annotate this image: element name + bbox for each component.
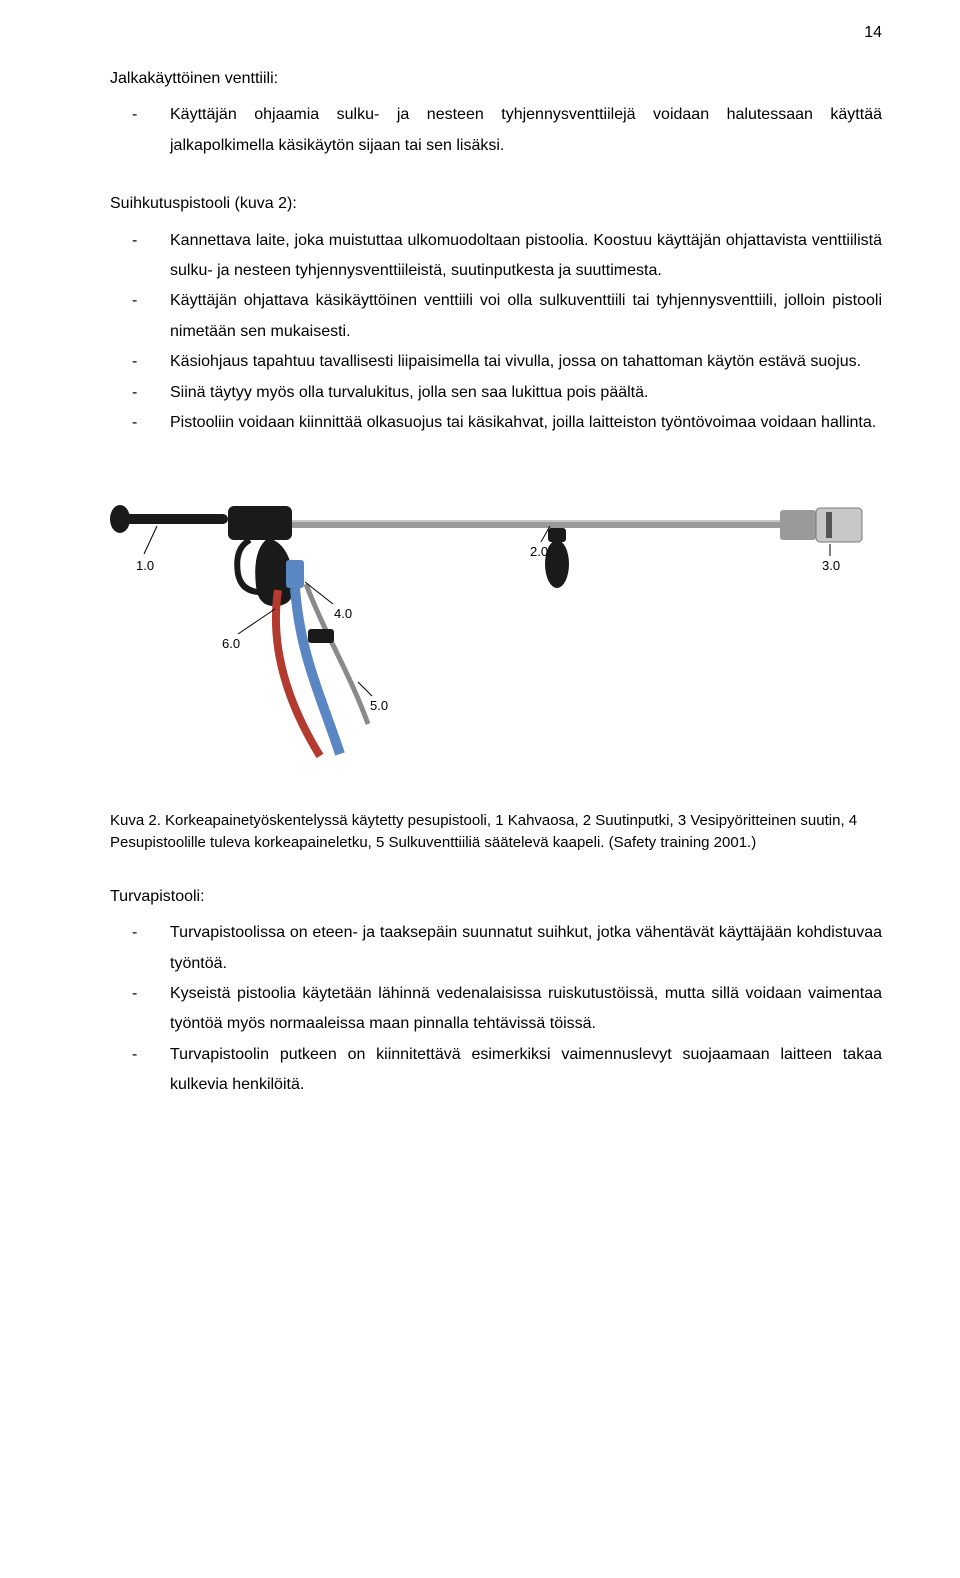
section3-title: Turvapistooli: — [110, 882, 882, 912]
dash-icon: - — [110, 226, 170, 287]
list-item-text: Turvapistoolin putkeen on kiinnitettävä … — [170, 1040, 882, 1101]
list-item: - Turvapistoolin putkeen on kiinnitettäv… — [110, 1040, 882, 1101]
list-item-text: Käyttäjän ohjattava käsikäyttöinen ventt… — [170, 286, 882, 347]
section2-list: - Kannettava laite, joka muistuttaa ulko… — [110, 226, 882, 439]
dash-icon: - — [110, 100, 170, 161]
dash-icon: - — [110, 286, 170, 347]
section3-list: - Turvapistoolissa on eteen- ja taaksepä… — [110, 918, 882, 1100]
list-item: - Turvapistoolissa on eteen- ja taaksepä… — [110, 918, 882, 979]
list-item: - Kyseistä pistoolia käytetään lähinnä v… — [110, 979, 882, 1040]
figure-label-1: 1.0 — [136, 558, 154, 573]
list-item-text: Turvapistoolissa on eteen- ja taaksepäin… — [170, 918, 882, 979]
figure-label-4: 4.0 — [334, 606, 352, 621]
figure-label-6: 6.0 — [222, 636, 240, 651]
list-item-text: Kyseistä pistoolia käytetään lähinnä ved… — [170, 979, 882, 1040]
dash-icon: - — [110, 347, 170, 377]
section1-list: - Käyttäjän ohjaamia sulku- ja nesteen t… — [110, 100, 882, 161]
figure-caption: Kuva 2. Korkeapainetyöskentelyssä käytet… — [110, 810, 882, 854]
list-item: - Siinä täytyy myös olla turvalukitus, j… — [110, 378, 882, 408]
figure-label-5: 5.0 — [370, 698, 388, 713]
page-number: 14 — [864, 24, 882, 42]
figure-2: 1.0 2.0 3.0 4.0 5.0 6.0 — [110, 464, 882, 764]
figure-label-3: 3.0 — [822, 558, 840, 573]
dash-icon: - — [110, 918, 170, 979]
section2-title: Suihkutuspistooli (kuva 2): — [110, 189, 882, 219]
figure-label-2: 2.0 — [530, 544, 548, 559]
list-item: - Pistooliin voidaan kiinnittää olkasuoj… — [110, 408, 882, 438]
list-item: - Käyttäjän ohjaamia sulku- ja nesteen t… — [110, 100, 882, 161]
list-item-text: Siinä täytyy myös olla turvalukitus, jol… — [170, 378, 882, 408]
list-item: - Kannettava laite, joka muistuttaa ulko… — [110, 226, 882, 287]
dash-icon: - — [110, 408, 170, 438]
pistol-diagram-icon: 1.0 2.0 3.0 4.0 5.0 6.0 — [110, 464, 880, 764]
dash-icon: - — [110, 979, 170, 1040]
list-item-text: Käsiohjaus tapahtuu tavallisesti liipais… — [170, 347, 882, 377]
list-item: - Käyttäjän ohjattava käsikäyttöinen ven… — [110, 286, 882, 347]
page: 14 Jalkakäyttöinen venttiili: - Käyttäjä… — [0, 0, 960, 1578]
list-item-text: Käyttäjän ohjaamia sulku- ja nesteen tyh… — [170, 100, 882, 161]
section1-title: Jalkakäyttöinen venttiili: — [110, 64, 882, 94]
list-item-text: Pistooliin voidaan kiinnittää olkasuojus… — [170, 408, 882, 438]
list-item: - Käsiohjaus tapahtuu tavallisesti liipa… — [110, 347, 882, 377]
dash-icon: - — [110, 378, 170, 408]
list-item-text: Kannettava laite, joka muistuttaa ulkomu… — [170, 226, 882, 287]
dash-icon: - — [110, 1040, 170, 1101]
